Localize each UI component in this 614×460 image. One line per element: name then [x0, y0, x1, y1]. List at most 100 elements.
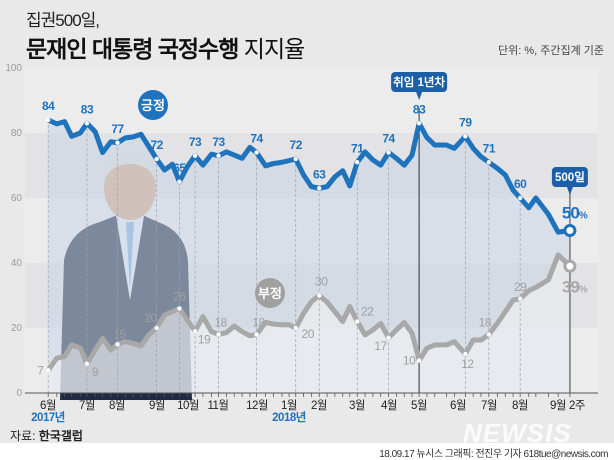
data-label: 20: [144, 311, 157, 325]
x-tick-label: 8월: [109, 399, 125, 412]
title-bold: 문재인 대통령 국정수행: [26, 36, 239, 62]
data-point: [486, 332, 492, 337]
data-label: 18: [479, 316, 492, 330]
day500-callout-box: [551, 167, 588, 187]
negative-legend-label: 부정: [258, 286, 282, 301]
x-tick-label: 11월: [207, 399, 228, 412]
data-label: 17: [374, 339, 387, 353]
x-tick-label: 6월: [450, 399, 466, 412]
data-label: 72: [150, 138, 163, 152]
data-point: [416, 121, 422, 126]
title-rest: 지지율: [238, 36, 305, 62]
source: 자료: 한국갤럽: [10, 429, 83, 443]
x-tick-label: 9월: [550, 399, 566, 412]
x-tick-label: 5월: [411, 399, 427, 412]
y-tick-label: 80: [11, 128, 23, 139]
data-point: [386, 150, 391, 155]
data-label: 30: [315, 275, 328, 289]
data-label: 71: [351, 141, 364, 155]
data-label: 9: [92, 365, 99, 379]
x-tick-label: 7월: [481, 399, 497, 412]
data-label: 77: [111, 122, 124, 136]
year-label: 2018년: [272, 410, 306, 424]
y-tick-label: 60: [11, 193, 23, 204]
data-label: 10: [403, 354, 416, 368]
data-label: 84: [42, 99, 55, 113]
data-point: [486, 160, 492, 165]
x-tick-label: 2월: [311, 399, 327, 412]
x-tick-label: 7월: [79, 399, 95, 412]
x-tick-label: 2주: [569, 400, 585, 412]
last-point: [563, 224, 577, 237]
data-point: [216, 332, 221, 337]
data-label: 65: [173, 161, 186, 175]
data-point: [293, 156, 298, 162]
data-label: 15: [113, 327, 126, 341]
data-label: 83: [81, 102, 94, 116]
percent-unit: %: [579, 211, 588, 222]
data-label: 72: [290, 138, 303, 152]
data-point: [192, 329, 198, 334]
data-point: [45, 117, 51, 123]
data-point: [254, 150, 259, 155]
data-point: [317, 293, 322, 298]
data-point: [115, 140, 120, 145]
data-label: 12: [461, 357, 474, 371]
data-point: [154, 156, 159, 162]
data-label: 7: [37, 363, 44, 377]
x-tick-label: 9월: [149, 399, 165, 412]
data-point: [115, 342, 120, 347]
x-tick-label: 1월: [281, 399, 297, 412]
data-label: 18: [252, 316, 265, 330]
data-label: 74: [250, 132, 263, 146]
data-point: [317, 186, 322, 191]
data-point: [463, 134, 468, 139]
footer: 18.09.17 뉴시스 그래픽: 전진우 기자 618tue@newsis.c…: [0, 443, 614, 460]
data-point: [386, 335, 391, 340]
title-line1: 집권500일,: [26, 11, 100, 30]
positive-line: [47, 117, 571, 235]
last-point: [563, 259, 577, 273]
x-tick-label: 12월: [246, 399, 268, 412]
data-point: [177, 306, 182, 311]
data-point: [45, 368, 51, 373]
data-label: 73: [189, 135, 202, 149]
data-label: 22: [361, 305, 374, 319]
x-tick-label: 3월: [349, 399, 365, 412]
data-label: 20: [302, 327, 315, 341]
data-label: 29: [514, 280, 527, 294]
data-label: 26: [173, 290, 186, 304]
data-label: 19: [198, 332, 211, 346]
data-label: 73: [212, 135, 225, 149]
data-label: 83: [413, 102, 426, 116]
data-point: [355, 160, 360, 165]
y-tick-label: 100: [5, 63, 22, 74]
data-point: [517, 296, 523, 301]
data-label: 63: [313, 167, 326, 181]
data-point: [517, 195, 523, 201]
year-label: 2017년: [31, 410, 65, 424]
data-label: 18: [214, 316, 227, 330]
y-tick-label: 40: [11, 258, 23, 269]
data-label: 79: [459, 115, 472, 129]
data-point: [154, 325, 159, 331]
data-point: [192, 153, 198, 158]
x-tick-label: 6월: [40, 399, 56, 412]
day500-callout-label: 500일: [555, 170, 585, 184]
data-label: 74: [382, 132, 395, 146]
data-point: [177, 179, 182, 184]
negative-line: [46, 252, 572, 372]
band: [25, 68, 598, 133]
one-year-callout-box: [391, 72, 448, 92]
one-year-callout-pointer: [416, 92, 423, 100]
unit-note: 단위: %, 주간집계 기준: [497, 45, 604, 57]
data-point: [355, 319, 360, 324]
x-tick-label: 8월: [512, 399, 528, 412]
negative-area: [48, 254, 570, 393]
data-point: [416, 358, 422, 363]
day500-callout-pointer: [566, 187, 573, 195]
data-point: [293, 325, 298, 331]
data-point: [84, 121, 90, 126]
y-tick-label: 0: [16, 388, 22, 399]
footer-credit: 18.09.17 뉴시스 그래픽: 전진우 기자 618tue@newsis.c…: [379, 449, 608, 460]
